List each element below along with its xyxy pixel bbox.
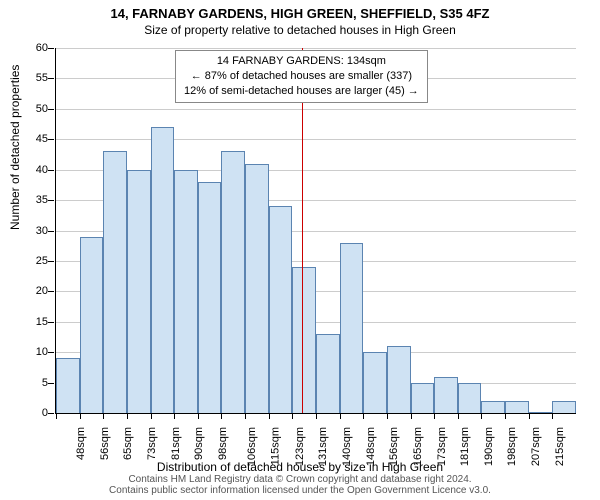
y-tick bbox=[48, 383, 54, 384]
y-tick-label: 25 bbox=[23, 255, 48, 267]
x-tick bbox=[269, 413, 270, 419]
x-tick bbox=[505, 413, 506, 419]
x-tick bbox=[127, 413, 128, 419]
y-tick-label: 55 bbox=[23, 72, 48, 84]
x-tick bbox=[363, 413, 364, 419]
annotation-box: 14 FARNABY GARDENS: 134sqm ← 87% of deta… bbox=[175, 50, 428, 103]
y-tick-label: 45 bbox=[23, 133, 48, 145]
x-tick-label: 65sqm bbox=[122, 427, 134, 460]
y-tick bbox=[48, 139, 54, 140]
x-tick bbox=[56, 413, 57, 419]
x-tick bbox=[151, 413, 152, 419]
y-tick-label: 50 bbox=[23, 103, 48, 115]
y-tick-label: 35 bbox=[23, 194, 48, 206]
histogram-bar bbox=[245, 164, 269, 413]
y-tick bbox=[48, 261, 54, 262]
y-tick bbox=[48, 200, 54, 201]
histogram-bar bbox=[529, 412, 553, 413]
histogram-bar bbox=[411, 383, 435, 413]
chart-subtitle: Size of property relative to detached ho… bbox=[0, 21, 600, 37]
histogram-bar bbox=[505, 401, 529, 413]
gridline bbox=[56, 109, 576, 110]
histogram-bar bbox=[198, 182, 222, 413]
x-tick bbox=[245, 413, 246, 419]
y-tick-label: 5 bbox=[23, 377, 48, 389]
x-tick-label: 48sqm bbox=[75, 427, 87, 460]
histogram-bar bbox=[127, 170, 151, 413]
x-tick bbox=[481, 413, 482, 419]
y-tick bbox=[48, 231, 54, 232]
x-tick bbox=[198, 413, 199, 419]
x-tick-label: 90sqm bbox=[193, 427, 205, 460]
y-tick-label: 15 bbox=[23, 316, 48, 328]
chart-container: 14, FARNABY GARDENS, HIGH GREEN, SHEFFIE… bbox=[0, 0, 600, 500]
chart-area: 05101520253035404550556048sqm56sqm65sqm7… bbox=[55, 48, 575, 413]
y-tick bbox=[48, 352, 54, 353]
y-tick bbox=[48, 322, 54, 323]
histogram-bar bbox=[80, 237, 104, 413]
y-tick-label: 60 bbox=[23, 42, 48, 54]
histogram-bar bbox=[103, 151, 127, 413]
y-tick bbox=[48, 291, 54, 292]
footer-text: Contains HM Land Registry data © Crown c… bbox=[0, 474, 600, 496]
x-tick bbox=[529, 413, 530, 419]
x-tick bbox=[387, 413, 388, 419]
y-tick bbox=[48, 109, 54, 110]
histogram-bar bbox=[151, 127, 175, 413]
y-tick bbox=[48, 48, 54, 49]
y-axis-label: Number of detached properties bbox=[8, 65, 22, 230]
annotation-line-2: ← 87% of detached houses are smaller (33… bbox=[184, 69, 419, 84]
histogram-bar bbox=[363, 352, 387, 413]
histogram-bar bbox=[552, 401, 576, 413]
reference-line bbox=[302, 48, 304, 413]
x-tick-label: 98sqm bbox=[217, 427, 229, 460]
histogram-bar bbox=[481, 401, 505, 413]
x-axis-label: Distribution of detached houses by size … bbox=[0, 460, 600, 474]
gridline bbox=[56, 139, 576, 140]
x-tick bbox=[458, 413, 459, 419]
histogram-bar bbox=[56, 358, 80, 413]
y-tick bbox=[48, 413, 54, 414]
chart-title: 14, FARNABY GARDENS, HIGH GREEN, SHEFFIE… bbox=[0, 0, 600, 21]
x-tick-label: 81sqm bbox=[170, 427, 182, 460]
histogram-bar bbox=[340, 243, 364, 413]
x-tick bbox=[221, 413, 222, 419]
x-tick-label: 56sqm bbox=[99, 427, 111, 460]
x-tick bbox=[340, 413, 341, 419]
x-tick bbox=[292, 413, 293, 419]
y-tick bbox=[48, 170, 54, 171]
annotation-line-3: 12% of semi-detached houses are larger (… bbox=[184, 84, 419, 99]
x-tick bbox=[174, 413, 175, 419]
histogram-bar bbox=[434, 377, 458, 414]
x-tick bbox=[552, 413, 553, 419]
y-tick-label: 40 bbox=[23, 164, 48, 176]
y-tick bbox=[48, 78, 54, 79]
plot-region: 05101520253035404550556048sqm56sqm65sqm7… bbox=[55, 48, 576, 414]
x-tick bbox=[411, 413, 412, 419]
x-tick-label: 73sqm bbox=[146, 427, 158, 460]
y-tick-label: 10 bbox=[23, 346, 48, 358]
histogram-bar bbox=[292, 267, 316, 413]
x-tick bbox=[103, 413, 104, 419]
histogram-bar bbox=[316, 334, 340, 413]
y-tick-label: 0 bbox=[23, 407, 48, 419]
gridline bbox=[56, 48, 576, 49]
x-tick bbox=[434, 413, 435, 419]
histogram-bar bbox=[458, 383, 482, 413]
y-tick-label: 20 bbox=[23, 285, 48, 297]
x-tick bbox=[316, 413, 317, 419]
histogram-bar bbox=[269, 206, 293, 413]
annotation-line-1: 14 FARNABY GARDENS: 134sqm bbox=[184, 54, 419, 69]
y-tick-label: 30 bbox=[23, 225, 48, 237]
histogram-bar bbox=[221, 151, 245, 413]
histogram-bar bbox=[387, 346, 411, 413]
x-tick bbox=[80, 413, 81, 419]
histogram-bar bbox=[174, 170, 198, 413]
